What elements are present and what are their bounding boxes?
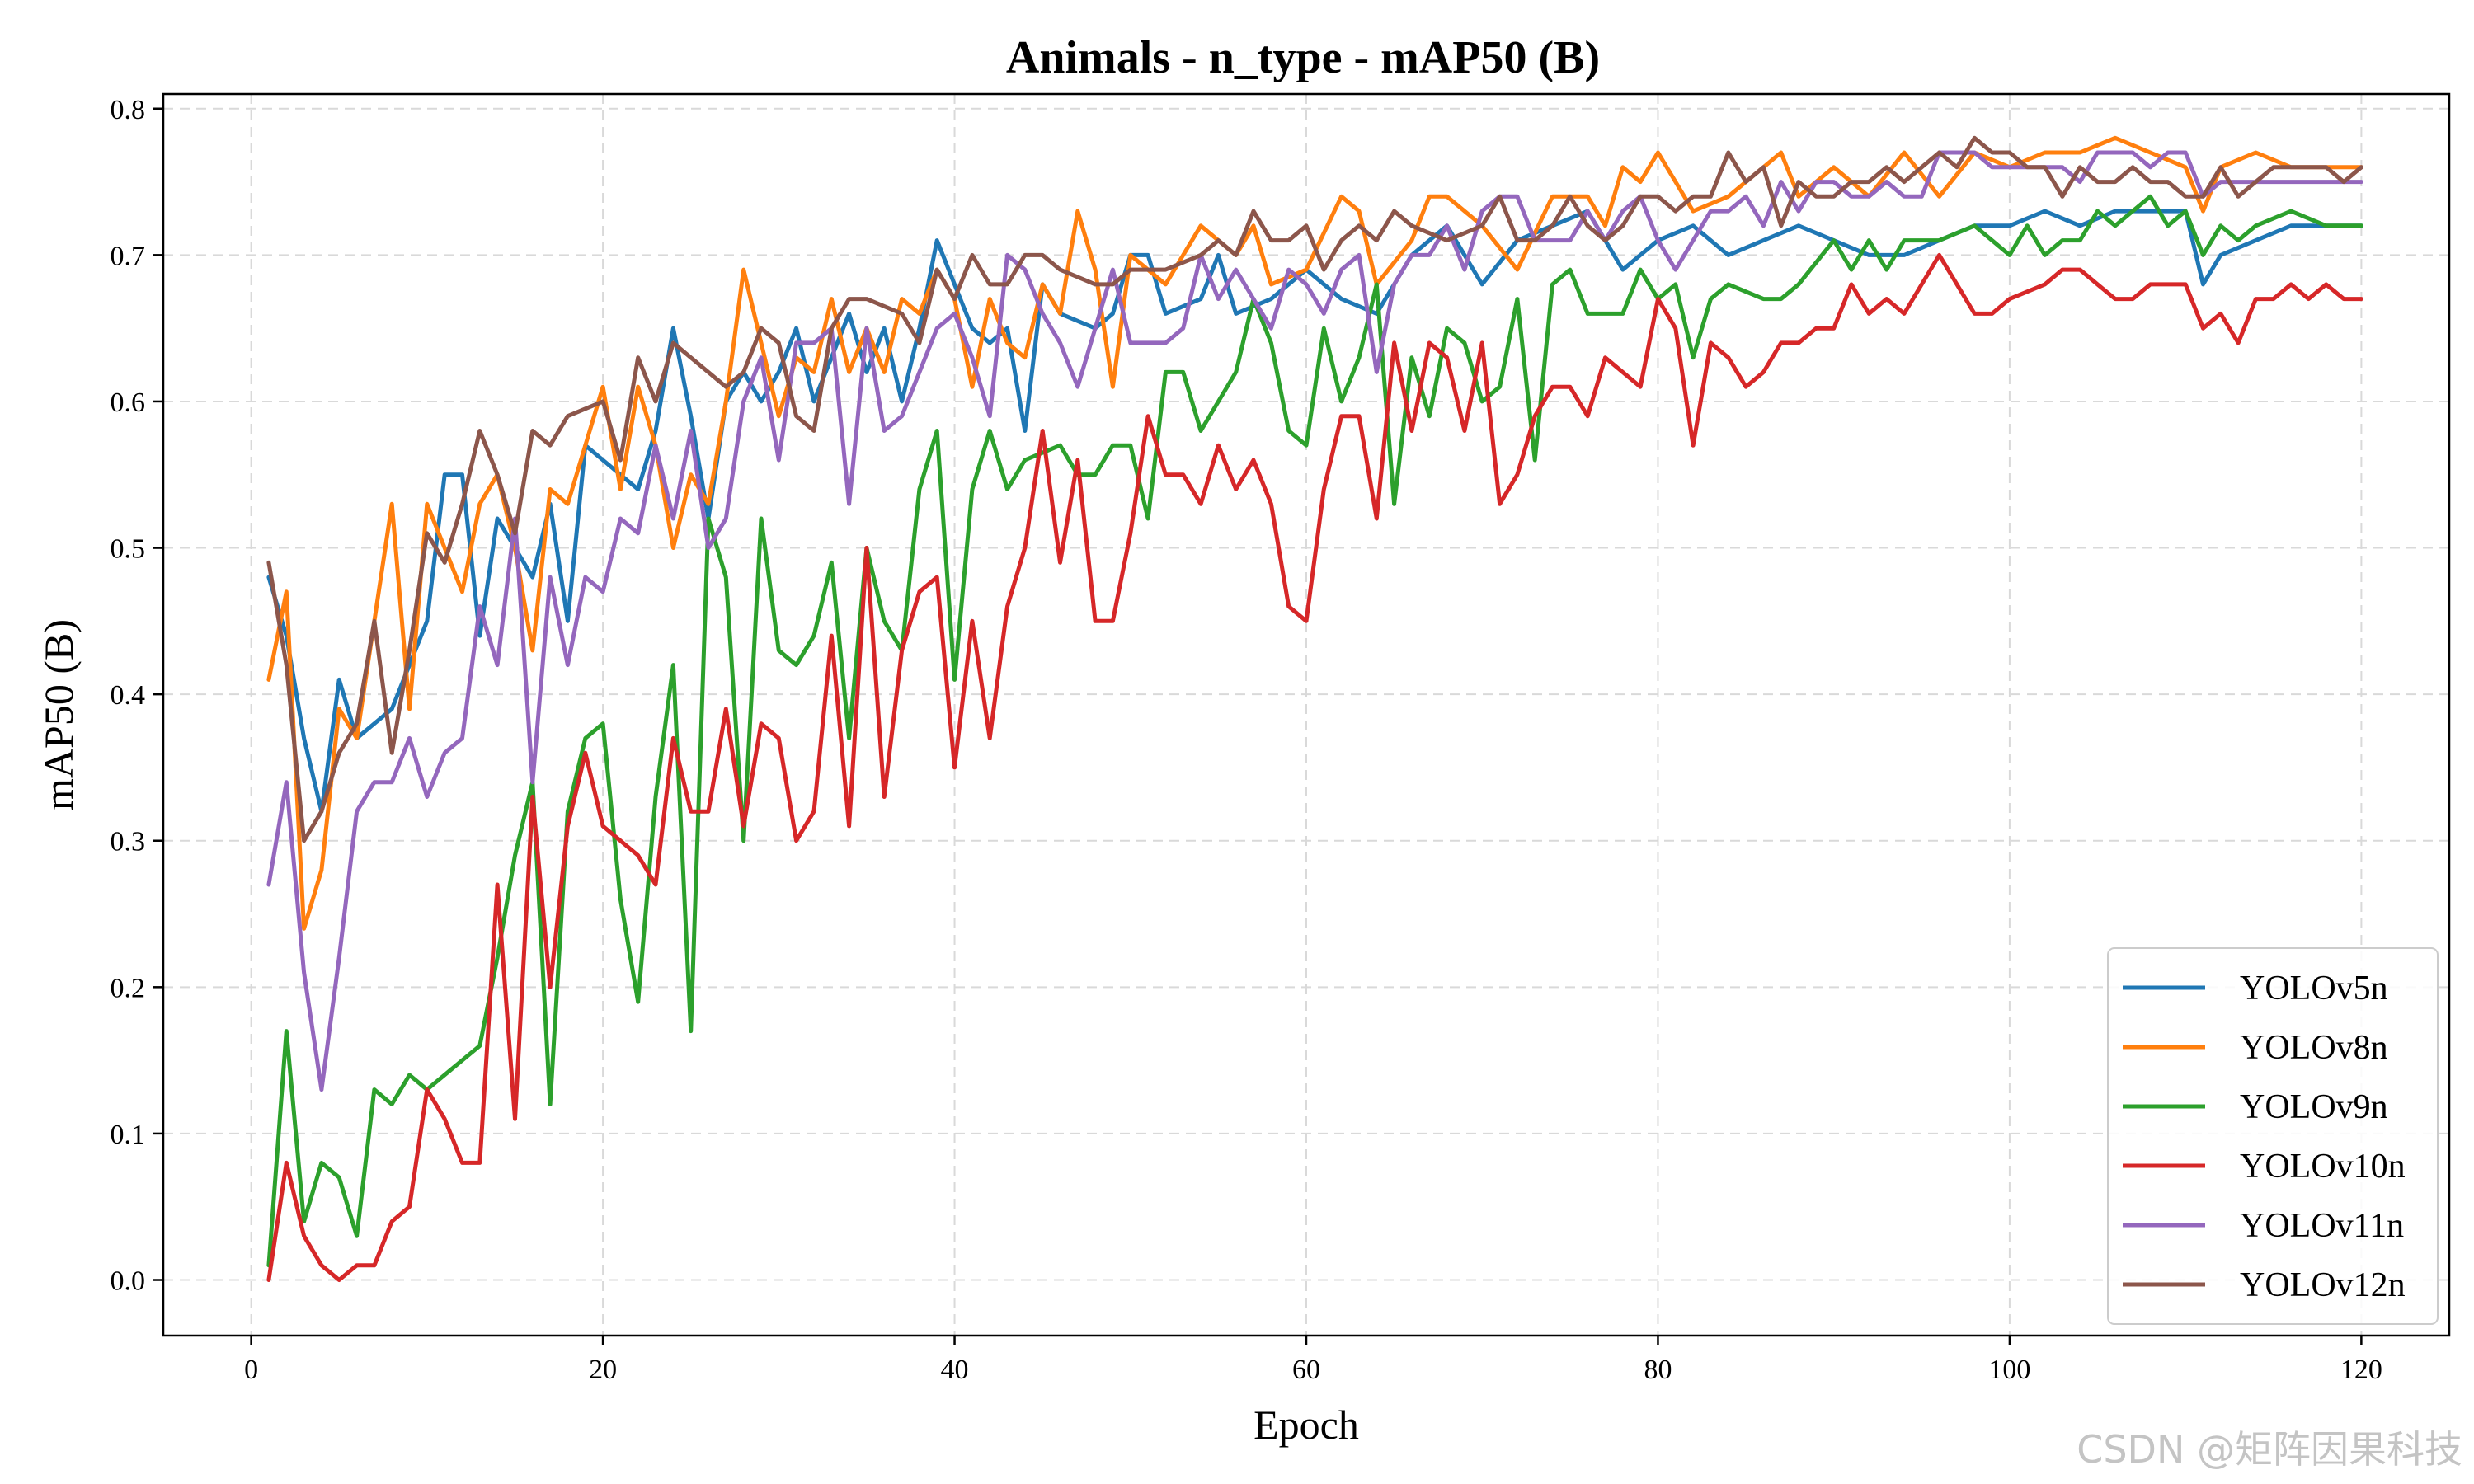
y-tick-label: 0.5 <box>111 534 146 565</box>
legend: YOLOv5n YOLOv8n YOLOv9n YOLOv10n YOLOv11n YOL… <box>2107 947 2439 1325</box>
x-tick-label: 40 <box>941 1355 969 1385</box>
x-tick-label: 100 <box>1988 1355 2030 1385</box>
legend-box <box>2107 947 2439 1325</box>
legend-label: YOLOv12n <box>2240 1266 2406 1304</box>
y-tick-label: 0.8 <box>111 95 146 125</box>
legend-label: YOLOv11n <box>2240 1207 2404 1245</box>
series-line-yolov11n <box>266 150 2363 1092</box>
y-tick-label: 0.3 <box>111 827 146 857</box>
y-tick-label: 0.1 <box>111 1120 146 1150</box>
x-tick-label: 20 <box>589 1355 617 1385</box>
y-tick-label: 0.4 <box>111 680 146 711</box>
legend-label: YOLOv9n <box>2240 1088 2388 1126</box>
x-axis-label: Epoch <box>1253 1402 1359 1448</box>
legend-label: YOLOv5n <box>2240 970 2388 1007</box>
chart-title: Animals - n_type - mAP50 (B) <box>1006 32 1600 83</box>
y-tick-label: 0.0 <box>111 1266 146 1297</box>
series-line-yolov10n <box>266 252 2363 1282</box>
y-tick-label: 0.6 <box>111 387 146 418</box>
x-tick-label: 120 <box>2340 1355 2382 1385</box>
x-tick-label: 80 <box>1644 1355 1672 1385</box>
x-tick-label: 60 <box>1292 1355 1320 1385</box>
legend-label: YOLOv10n <box>2240 1148 2406 1186</box>
y-tick-label: 0.2 <box>111 973 146 1003</box>
series-line-yolov12n <box>266 135 2363 843</box>
watermark: CSDN @矩阵因果科技 <box>2077 1427 2462 1472</box>
series-lines <box>266 135 2363 1282</box>
y-axis-label: mAP50 (B) <box>35 619 82 810</box>
legend-label: YOLOv8n <box>2240 1029 2388 1067</box>
y-tick-label: 0.7 <box>111 241 146 271</box>
x-tick-label: 0 <box>244 1355 258 1385</box>
axis-ticks: 0 20 40 60 80 100 120 0.0 0.1 0.2 0.3 0.4 0.5 0.6 0.7 0… <box>111 95 2382 1385</box>
